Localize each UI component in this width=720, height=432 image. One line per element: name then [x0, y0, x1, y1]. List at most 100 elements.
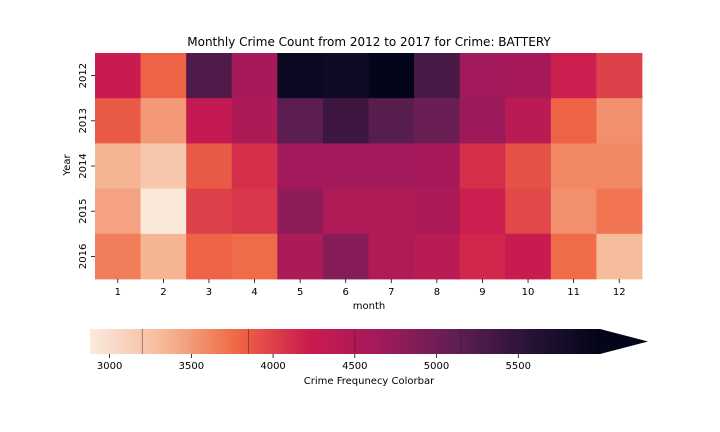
- colorbar-segment: [125, 329, 129, 354]
- y-axis-ticks: 2012 2013 2014 2015 2016: [78, 63, 95, 269]
- colorbar-segment: [543, 329, 548, 354]
- heatmap-cell: [140, 188, 187, 235]
- colorbar-segment: [362, 329, 366, 354]
- colorbar-segment: [250, 329, 254, 354]
- heatmap-cell: [95, 98, 141, 144]
- heatmap-cell: [596, 188, 643, 235]
- heatmap-cell: [459, 233, 506, 280]
- colorbar-segment: [449, 329, 453, 354]
- heatmap-cell: [277, 233, 324, 280]
- colorbar-segment: [248, 329, 252, 354]
- colorbar-segment: [243, 329, 247, 354]
- heatmap-cell: [231, 98, 278, 144]
- colorbar-segment: [291, 329, 295, 354]
- heatmap-cell: [322, 188, 369, 235]
- colorbar-segment: [334, 329, 338, 354]
- colorbar-segment: [480, 329, 484, 354]
- colorbar-segment: [92, 329, 96, 354]
- colorbar-segment: [209, 329, 213, 354]
- colorbar-segment: [322, 329, 326, 354]
- colorbar-segment: [324, 329, 328, 354]
- colorbar-segment: [138, 329, 142, 354]
- x-tick-label: 2: [160, 287, 166, 298]
- colorbar-segment: [357, 329, 361, 354]
- colorbar-segment: [105, 329, 109, 354]
- heatmap-cell: [550, 98, 597, 144]
- colorbar-segment: [431, 329, 435, 354]
- colorbar-segment: [100, 329, 104, 354]
- heatmap-cell: [368, 233, 415, 280]
- x-tick-label: 11: [567, 287, 580, 298]
- colorbar-segment: [396, 329, 400, 354]
- colorbar-segment: [268, 329, 272, 354]
- colorbar-segment: [373, 329, 377, 354]
- colorbar-segment: [112, 329, 117, 354]
- heatmap-cells: [95, 53, 643, 280]
- colorbar-segment: [546, 329, 550, 354]
- colorbar-segment: [174, 329, 178, 354]
- colorbar-segment: [413, 329, 417, 354]
- colorbar-segment: [294, 329, 298, 354]
- heatmap-cell: [459, 98, 506, 144]
- colorbar-segment: [441, 329, 446, 354]
- chart-title: Monthly Crime Count from 2012 to 2017 fo…: [187, 35, 551, 49]
- colorbar-segment: [475, 329, 479, 354]
- colorbar-segment: [176, 329, 180, 354]
- colorbar-segment: [564, 329, 568, 354]
- x-tick-label: 9: [479, 287, 485, 298]
- heatmap-cell: [414, 143, 461, 189]
- colorbar-label: Crime Frequnecy Colorbar: [304, 376, 435, 387]
- heatmap-cell: [414, 98, 461, 144]
- colorbar-segment: [523, 329, 527, 354]
- colorbar-segment: [194, 329, 198, 354]
- colorbar-segment: [424, 329, 428, 354]
- colorbar-segment: [355, 329, 359, 354]
- colorbar-segment: [505, 329, 509, 354]
- colorbar-segment: [421, 329, 425, 354]
- x-axis-label: month: [353, 301, 385, 312]
- colorbar-segment: [186, 329, 191, 354]
- colorbar-segment: [452, 329, 456, 354]
- colorbar-segment: [339, 329, 344, 354]
- colorbar-segment: [232, 329, 236, 354]
- heatmap-cell: [95, 233, 141, 280]
- colorbar-segment: [485, 329, 489, 354]
- colorbar-segment: [531, 329, 535, 354]
- heatmap-cell: [368, 188, 415, 235]
- colorbar-segment: [385, 329, 389, 354]
- colorbar-segment: [118, 329, 122, 354]
- colorbar-segment: [444, 329, 448, 354]
- heatmap-cell: [550, 233, 597, 280]
- colorbar-segment: [281, 329, 285, 354]
- colorbar-segment: [146, 329, 150, 354]
- colorbar-segment: [467, 329, 471, 354]
- heatmap-cell: [95, 143, 141, 189]
- colorbar-segment: [526, 329, 530, 354]
- colorbar-segment: [327, 329, 331, 354]
- x-tick-label: 4: [251, 287, 257, 298]
- heatmap-cell: [322, 143, 369, 189]
- colorbar-segment: [184, 329, 188, 354]
- colorbar-segment: [217, 329, 221, 354]
- colorbar-segment: [541, 329, 545, 354]
- colorbar-segment: [214, 329, 219, 354]
- colorbar-tick-label: 4500: [342, 361, 367, 372]
- colorbar-segment: [332, 329, 336, 354]
- colorbar-segment: [156, 329, 160, 354]
- colorbar-segment: [197, 329, 201, 354]
- colorbar-segment: [388, 329, 392, 354]
- colorbar-segment: [314, 329, 318, 354]
- colorbar-segment: [158, 329, 162, 354]
- colorbar-segment: [286, 329, 290, 354]
- colorbar-segment: [288, 329, 293, 354]
- colorbar-segment: [447, 329, 451, 354]
- colorbar-segment: [337, 329, 341, 354]
- colorbar-segment: [380, 329, 384, 354]
- colorbar-segment: [360, 329, 364, 354]
- colorbar-segment: [179, 329, 183, 354]
- colorbar-segment: [594, 329, 599, 354]
- colorbar-tick-label: 3500: [179, 361, 204, 372]
- colorbar-segment: [133, 329, 137, 354]
- colorbar-segment: [538, 329, 542, 354]
- colorbar-segment: [393, 329, 397, 354]
